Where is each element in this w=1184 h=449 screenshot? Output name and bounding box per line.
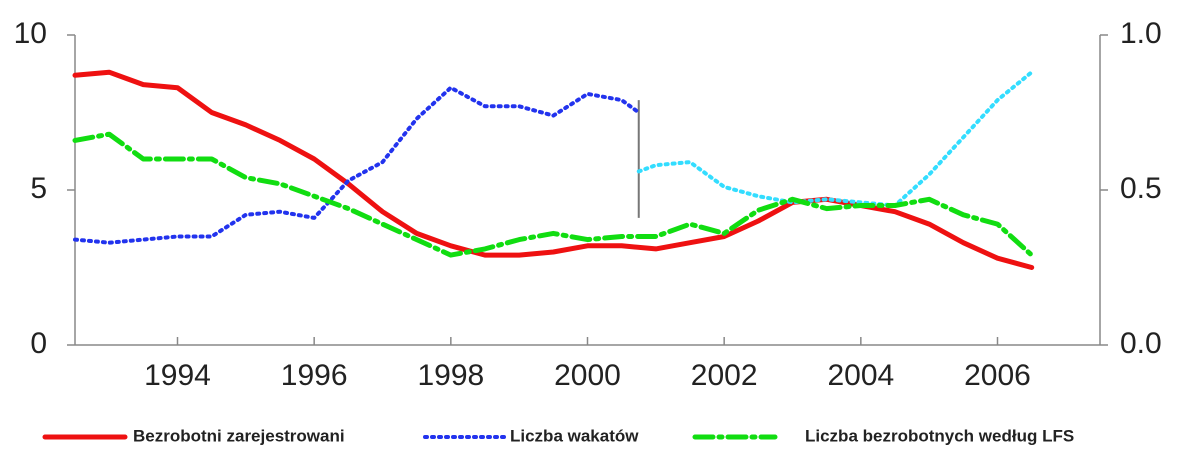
x-tick-label: 2004 xyxy=(827,359,894,392)
series-line xyxy=(636,70,1034,208)
y-tick-label: 0 xyxy=(30,327,47,360)
legend-label: Bezrobotni zarejestrowani xyxy=(133,426,345,445)
x-tick-label: 1996 xyxy=(281,359,348,392)
y2-tick-label: 0.5 xyxy=(1120,172,1162,205)
legend-label: Liczba wakatów xyxy=(510,426,639,445)
x-tick-label: 2000 xyxy=(554,359,621,392)
series-line xyxy=(72,131,1035,258)
x-tick-label: 2006 xyxy=(964,359,1031,392)
series-line xyxy=(72,69,1035,270)
x-tick-label: 2002 xyxy=(691,359,758,392)
x-tick-label: 1998 xyxy=(417,359,484,392)
series-line xyxy=(73,85,641,245)
y-tick-label: 5 xyxy=(30,172,47,205)
x-tick-label: 1994 xyxy=(144,359,211,392)
y2-tick-label: 1.0 xyxy=(1120,17,1162,50)
legend-label: Liczba bezrobotnych według LFS xyxy=(805,426,1074,445)
y2-tick-label: 0.0 xyxy=(1120,327,1162,360)
y-tick-label: 10 xyxy=(14,17,47,50)
